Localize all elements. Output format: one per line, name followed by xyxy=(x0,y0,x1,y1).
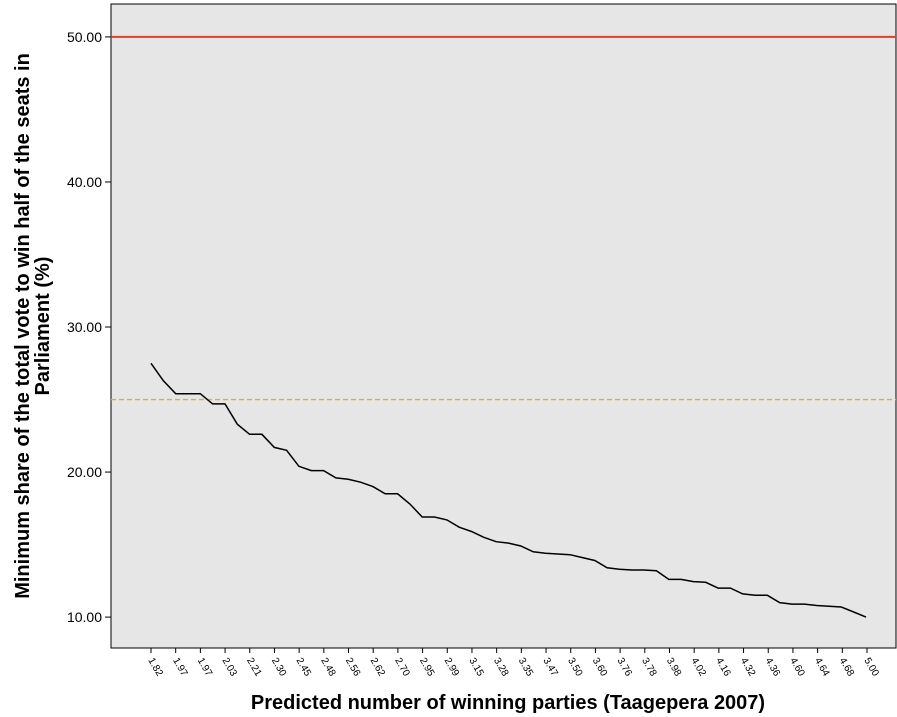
x-tick-label: 4.16 xyxy=(713,656,732,679)
x-axis: 1.82 1.97 1.97 2.03 2.21 2.30 2.45 2.48 2.56 2.62… xyxy=(145,648,881,679)
y-tick-label: 10.00 xyxy=(67,609,102,625)
x-tick-label: 3.15 xyxy=(466,656,485,679)
series-line xyxy=(150,362,867,618)
y-tick-label: 50.00 xyxy=(67,29,102,45)
x-tick-label: 4.68 xyxy=(837,656,856,679)
x-axis-title: Predicted number of winning parties (Taa… xyxy=(251,692,765,714)
x-tick-label: 2.30 xyxy=(269,656,288,679)
x-tick-label: 3.47 xyxy=(540,656,559,679)
x-tick-label: 2.62 xyxy=(368,656,387,679)
x-tick-label: 3.50 xyxy=(565,656,584,679)
x-tick-label: 4.36 xyxy=(763,656,782,679)
x-tick-label: 2.95 xyxy=(417,656,436,679)
x-tick-label: 3.28 xyxy=(491,656,510,679)
x-tick-label: 2.48 xyxy=(318,656,337,679)
y-tick-label: 30.00 xyxy=(67,319,102,335)
y-tick-label: 40.00 xyxy=(67,174,102,190)
y-axis: 10.00 20.00 30.00 40.00 50.00 xyxy=(67,29,111,625)
x-tick-label: 2.70 xyxy=(392,656,411,679)
x-tick-label: 2.99 xyxy=(442,656,461,679)
x-tick-label: 3.35 xyxy=(516,656,535,679)
x-tick-label: 2.45 xyxy=(294,656,313,679)
x-tick-label: 1.82 xyxy=(145,656,164,679)
x-tick-label: 2.03 xyxy=(219,656,238,679)
x-tick-label: 4.60 xyxy=(787,656,806,679)
reference-lines xyxy=(111,35,896,401)
x-tick-label: 3.76 xyxy=(615,656,634,679)
x-tick-label: 4.32 xyxy=(738,656,757,679)
x-tick-label: 3.60 xyxy=(590,656,609,679)
x-tick-label: 3.78 xyxy=(639,656,658,679)
x-tick-label: 3.98 xyxy=(664,656,683,679)
x-tick-label: 2.21 xyxy=(244,656,263,679)
x-tick-label: 4.02 xyxy=(689,656,708,679)
y-tick-label: 20.00 xyxy=(67,464,102,480)
y-axis-title-line-1: Minimum share of the total vote to win h… xyxy=(12,53,34,599)
plot-area xyxy=(110,3,897,649)
x-tick-label: 2.56 xyxy=(343,656,362,679)
y-axis-title-line-2: Parliament (%) xyxy=(32,257,54,396)
x-tick-label: 5.00 xyxy=(861,656,880,679)
x-tick-label: 1.97 xyxy=(170,656,189,679)
x-tick-label: 1.97 xyxy=(195,656,214,679)
x-tick-label: 4.64 xyxy=(812,656,831,679)
